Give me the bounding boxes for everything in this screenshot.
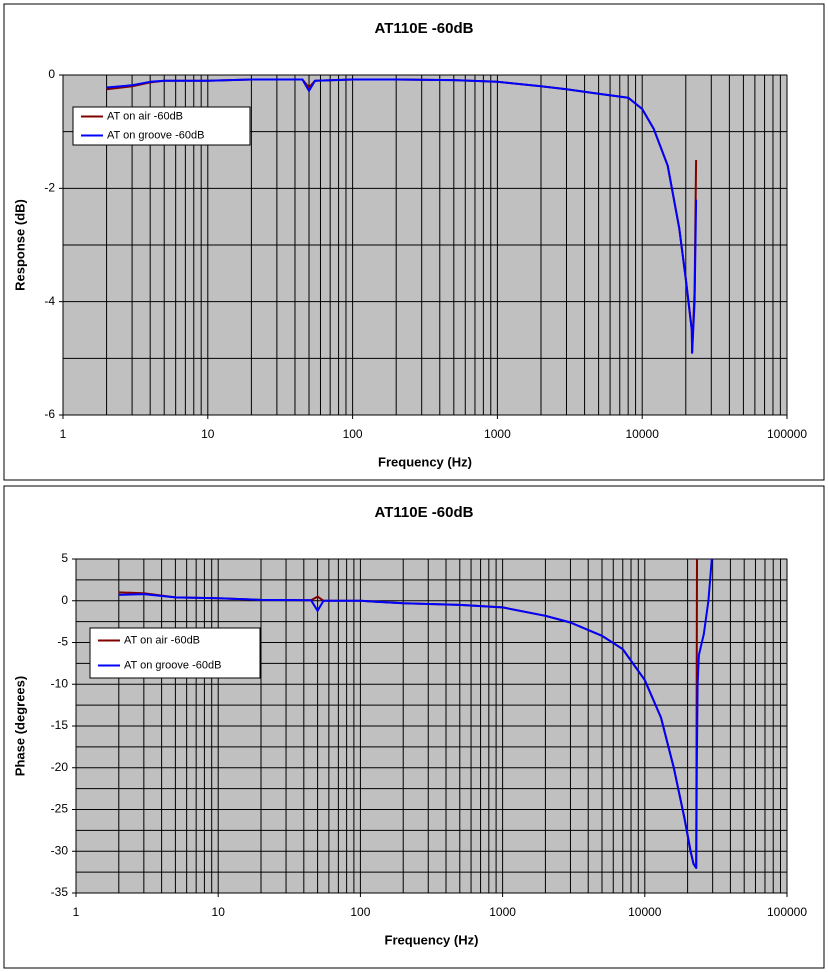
legend-label: AT on air -60dB	[107, 110, 183, 122]
x-tick-label: 1000	[489, 905, 516, 919]
legend-label: AT on groove -60dB	[124, 659, 221, 671]
y-tick-label: 5	[61, 551, 68, 565]
x-tick-label: 10	[201, 427, 215, 441]
legend-label: AT on air -60dB	[124, 634, 200, 646]
x-tick-label: 100000	[767, 427, 807, 441]
y-tick-label: -20	[51, 760, 69, 774]
y-axis-title: Phase (degrees)	[12, 676, 27, 776]
series-line	[118, 558, 713, 869]
y-tick-label: -30	[51, 843, 69, 857]
y-tick-label: 0	[61, 593, 68, 607]
y-axis-title: Response (dB)	[12, 199, 27, 291]
x-axis-title: Frequency (Hz)	[378, 454, 472, 469]
y-tick-label: -15	[51, 718, 69, 732]
legend-box	[89, 627, 261, 679]
x-tick-label: 1000	[484, 427, 511, 441]
chart-title: AT110E -60dB	[375, 20, 474, 37]
y-tick-label: -10	[51, 676, 69, 690]
x-tick-label: 100	[350, 905, 370, 919]
x-tick-label: 100000	[767, 905, 807, 919]
legend-box	[72, 106, 251, 146]
y-tick-label: -25	[51, 802, 69, 816]
y-tick-label: 0	[48, 67, 55, 81]
y-tick-label: -5	[57, 635, 68, 649]
y-tick-label: -4	[44, 294, 55, 308]
x-tick-label: 10000	[626, 427, 660, 441]
x-tick-label: 1	[73, 905, 80, 919]
x-tick-label: 100	[343, 427, 363, 441]
x-tick-label: 10000	[628, 905, 662, 919]
x-axis-title: Frequency (Hz)	[385, 932, 479, 947]
y-tick-label: -6	[44, 407, 55, 421]
x-tick-label: 10	[212, 905, 226, 919]
chart-title: AT110E -60dB	[375, 504, 474, 521]
y-tick-label: -2	[44, 181, 55, 195]
legend-label: AT on groove -60dB	[107, 129, 204, 141]
series-line	[106, 78, 698, 354]
x-tick-label: 1	[60, 427, 67, 441]
y-tick-label: -35	[51, 885, 69, 899]
